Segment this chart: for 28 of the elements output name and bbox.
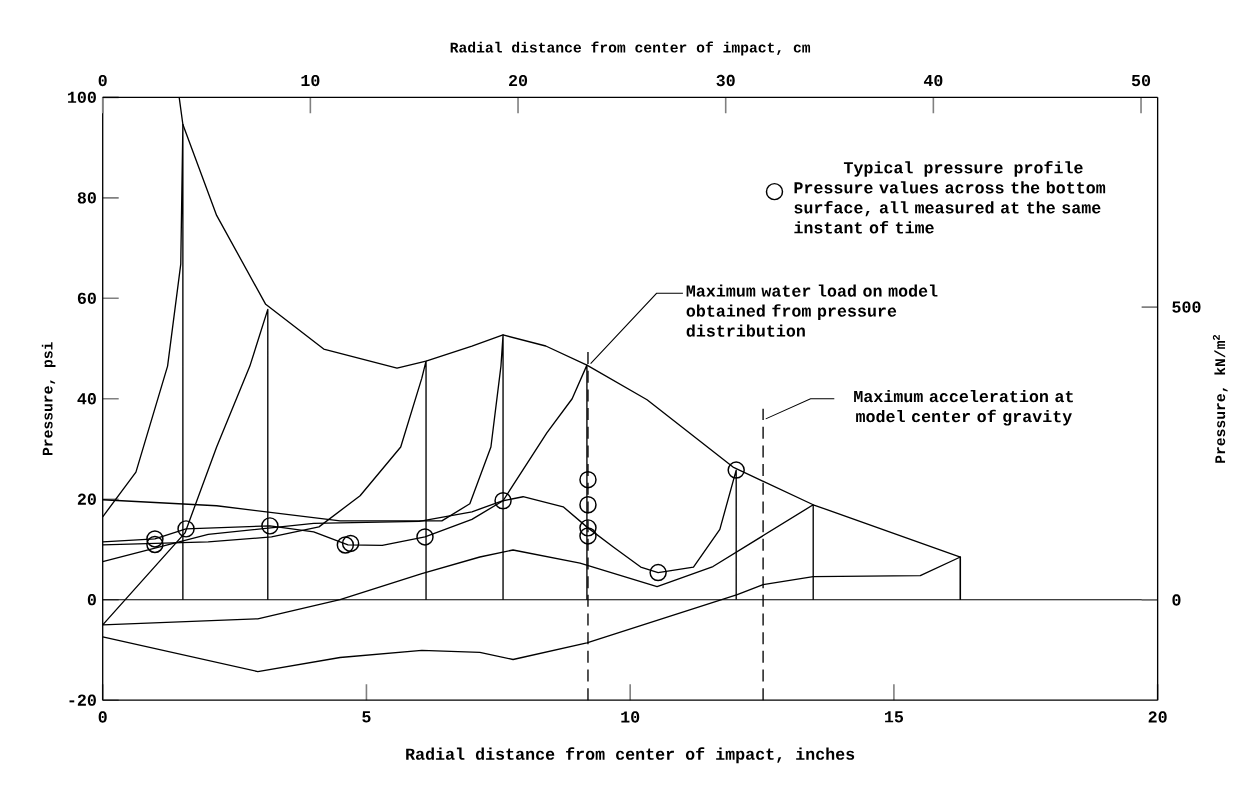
y-axis-title: Pressure, psi xyxy=(41,342,56,455)
x-tick-label: 5 xyxy=(362,711,371,723)
x2-tick-label: 20 xyxy=(509,74,528,87)
y-tick-label: 100 xyxy=(67,91,96,103)
y-tick-label: -20 xyxy=(69,694,96,706)
y-tick-label: 80 xyxy=(77,192,96,204)
y2-tick-label: 500 xyxy=(1172,301,1201,313)
x2-tick-label: 50 xyxy=(1131,74,1151,87)
ref-line-label: Maximum acceleration at model center of gravity xyxy=(854,389,1073,426)
x-tick-label: 10 xyxy=(621,711,640,723)
y2-axis-title: Pressure, kN/m$^{2}$ xyxy=(1212,334,1228,463)
y-tick-label: 40 xyxy=(77,393,96,405)
y-tick-label: 60 xyxy=(77,292,96,304)
ref-line-label: Maximum water load on model obtained from pressure distribution xyxy=(686,284,938,337)
x2-axis-title: Radial distance from center of impact, cm xyxy=(450,41,811,56)
x2-tick-label: 10 xyxy=(301,74,320,87)
x-tick-label: 15 xyxy=(885,711,904,723)
y-tick-label: 0 xyxy=(87,593,96,606)
x-axis-title: Radial distance from center of impact, inches xyxy=(406,747,855,764)
y2-tick-label: 0 xyxy=(1172,594,1181,606)
y-tick-label: 20 xyxy=(77,493,96,505)
legend-title: Typical pressure profile xyxy=(843,160,1083,177)
x2-tick-label: 0 xyxy=(98,74,107,87)
legend-label: Pressure values across the bottom surface, all measured at the same instant of time xyxy=(794,181,1106,234)
x2-tick-label: 40 xyxy=(923,74,943,87)
x-tick-label: 20 xyxy=(1148,711,1167,723)
x2-tick-label: 30 xyxy=(716,74,735,87)
x-tick-label: 0 xyxy=(98,711,107,723)
